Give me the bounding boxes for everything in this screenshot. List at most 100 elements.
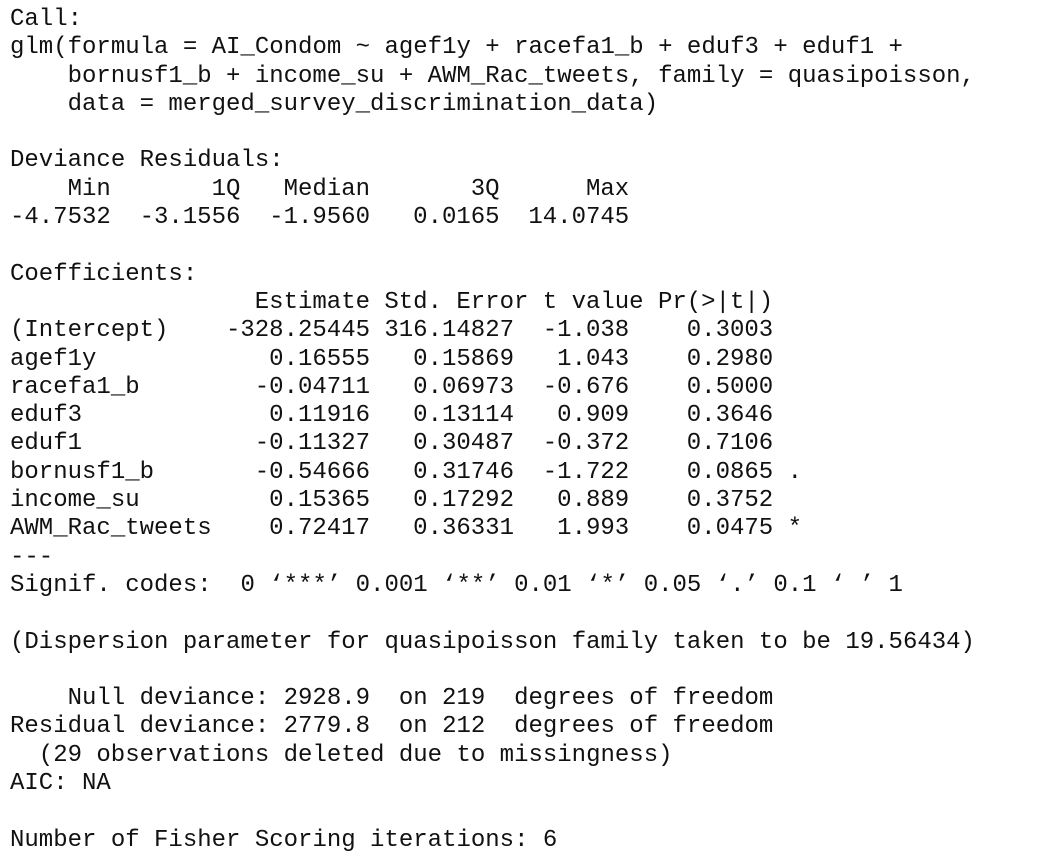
coef-value: 0.15869 [413,345,514,373]
coef-value: 0.3752 [686,487,774,515]
console-line: income_su 0.15365 0.17292 0.889 0.3752 [10,487,975,515]
coef-value: 1.993 [557,515,630,543]
console-line [10,798,975,826]
console-line: (Dispersion parameter for quasipoisson f… [10,629,975,657]
aic: AIC: NA [10,770,111,798]
residual-deviance: Residual deviance: 2779.8 on 212 degrees… [10,713,774,741]
residual-value: 14.0745 [528,204,630,232]
console-line [10,119,975,147]
dispersion: (Dispersion parameter for quasipoisson f… [10,628,975,656]
coef-value: 0.16555 [269,345,370,373]
coef-value: 0.15365 [269,487,370,515]
coef-value: 0.06973 [413,373,514,401]
coef-value: 0.889 [557,487,630,515]
column-header: Estimate [254,288,370,316]
residual-value: -3.1556 [139,204,241,232]
coef-value: 0.31746 [413,458,514,486]
console-line: Estimate Std. Error t value Pr(>|t|) [10,289,975,317]
console-line: Number of Fisher Scoring iterations: 6 [10,827,975,855]
coef-value: 0.7106 [686,430,774,458]
coef-value: 0.3003 [686,317,774,345]
row-name: bornusf1_b [10,458,155,486]
residual-value: -4.7532 [9,204,111,232]
console-line: (Intercept) -328.25445 316.14827 -1.038 0.30… [10,317,975,345]
row-name: eduf1 [10,430,83,458]
column-header: Pr(>|t|) [657,288,774,316]
console-line: Call: [10,6,975,34]
coef-value: 0.2980 [686,345,774,373]
console-line [10,232,975,260]
column-header: Median [283,175,370,203]
console-output: Call: glm(formula = AI_Condom ~ agef1y + … [10,6,975,855]
signif-codes: Signif. codes: 0 ‘***’ 0.001 ‘**’ 0.01 ‘… [10,571,903,599]
row-name: racefa1_b [10,373,140,401]
coef-value: -1.722 [542,458,630,486]
null-deviance: Null deviance: 2928.9 on 219 degrees of … [67,685,774,713]
coef-value: -0.676 [542,373,630,401]
signif-star: * [787,515,802,543]
console-line: racefa1_b -0.04711 0.06973 -0.676 0.5000 [10,374,975,402]
residual-value: 0.0165 [413,204,500,232]
row-name: (Intercept) [10,317,169,345]
console-line: data = merged_survey_discrimination_data… [10,91,975,119]
iterations: Number of Fisher Scoring iterations: 6 [10,826,558,854]
console-line: bornusf1_b + income_su + AWM_Rac_tweets,… [10,63,975,91]
coef-value: -1.038 [542,317,630,345]
coef-value: 0.13114 [413,402,514,430]
console-line: AIC: NA [10,770,975,798]
coef-value: 0.0865 [686,458,774,486]
coef-value: 316.14827 [384,317,514,345]
coef-value: 0.3646 [686,402,774,430]
coef-value: 0.11916 [269,402,370,430]
console-line: (29 observations deleted due to missingn… [10,742,975,770]
console-line: -4.7532 -3.1556 -1.9560 0.0165 14.0745 [10,204,975,232]
missing-note: (29 observations deleted due to missingn… [38,741,673,769]
call-line: data = merged_survey_discrimination_data… [67,90,659,118]
coef-value: -0.04711 [254,373,370,401]
console-line: Min 1Q Median 3Q Max [10,176,975,204]
console-line: glm(formula = AI_Condom ~ agef1y + racef… [10,34,975,62]
coef-value: 0.5000 [686,373,774,401]
coef-value: 0.30487 [413,430,514,458]
console-line: Residual deviance: 2779.8 on 212 degrees… [10,713,975,741]
residual-value: -1.9560 [269,204,370,232]
coef-value: 0.36331 [413,515,514,543]
console-line: AWM_Rac_tweets 0.72417 0.36331 1.993 0.0475 * [10,515,975,543]
column-header: Max [585,175,630,203]
column-header: Std. Error [384,288,529,316]
coef-value: 0.909 [557,402,630,430]
column-header: Min [67,175,111,203]
console-line: Deviance Residuals: [10,147,975,175]
coef-value: -0.11327 [254,430,370,458]
call-line: bornusf1_b + income_su + AWM_Rac_tweets,… [67,62,975,90]
console-line: agef1y 0.16555 0.15869 1.043 0.2980 [10,346,975,374]
signif-star: . [787,458,802,486]
row-name: AWM_Rac_tweets [10,515,212,543]
console-line [10,600,975,628]
console-line: Signif. codes: 0 ‘***’ 0.001 ‘**’ 0.01 ‘… [10,572,975,600]
column-header: t value [542,288,644,316]
coef-value: 1.043 [557,345,630,373]
console-line: --- [10,544,975,572]
coef-value: 0.17292 [413,487,514,515]
console-line: Coefficients: [10,261,975,289]
console-line: bornusf1_b -0.54666 0.31746 -1.722 0.0865. [10,459,975,487]
section-label: Call: [10,6,83,33]
row-name: income_su [10,487,140,515]
section-label: Coefficients: [10,260,198,288]
console-line: Null deviance: 2928.9 on 219 degrees of … [10,685,975,713]
coef-value: 0.0475 [686,515,774,543]
column-header: 3Q [470,175,500,203]
console-line: eduf1 -0.11327 0.30487 -0.372 0.7106 [10,430,975,458]
coef-value: -0.372 [542,430,630,458]
coef-value: 0.72417 [269,515,370,543]
call-line: glm(formula = AI_Condom ~ agef1y + racef… [10,34,903,62]
console-line: eduf3 0.11916 0.13114 0.909 0.3646 [10,402,975,430]
section-label: Deviance Residuals: [10,147,284,175]
column-header: 1Q [211,175,241,203]
separator: --- [10,543,54,571]
row-name: eduf3 [10,402,83,430]
console-line [10,657,975,685]
coef-value: -0.54666 [254,458,370,486]
